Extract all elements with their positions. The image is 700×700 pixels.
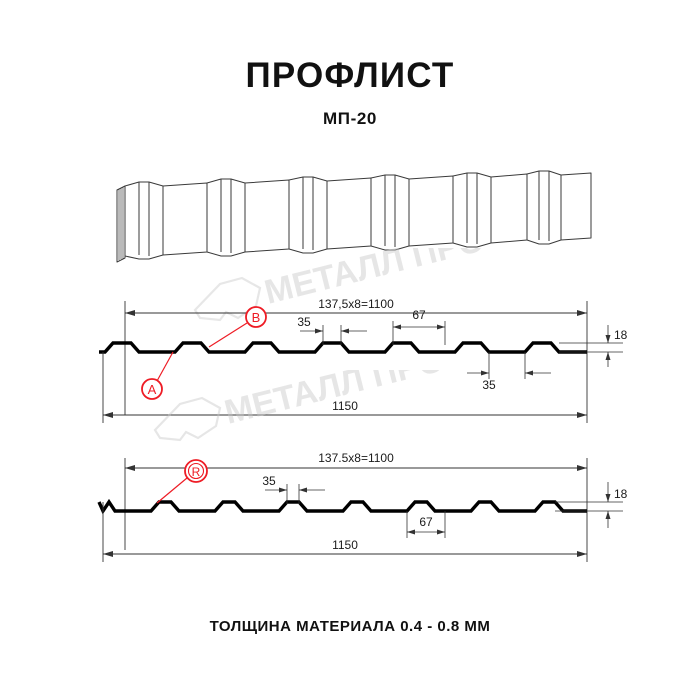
title-block: ПРОФЛИСТ МП-20 (0, 56, 700, 129)
profile-outline-upper (99, 341, 587, 354)
dimension-bottom-1150 (102, 352, 588, 423)
cross-section-lower: 137.5x8=1100 R 35 67 (97, 451, 628, 562)
dimension-pitch-67 (392, 321, 446, 345)
marker-b-label: B (252, 310, 261, 325)
height-label: 18 (614, 328, 628, 342)
isometric-profile-view (116, 170, 592, 263)
dimension-top-1100 (124, 301, 588, 415)
marker-b: B (208, 306, 267, 348)
marker-a-label: A (148, 382, 157, 397)
rib-top-width-label-r: 35 (262, 474, 276, 488)
cross-section-upper: 137,5x8=1100 A B 35 (99, 297, 628, 423)
dimension-height-18 (559, 325, 623, 367)
marker-a: A (141, 351, 174, 400)
dimension-bottom-1150-r (102, 502, 588, 562)
profile-outline-lower (97, 498, 587, 515)
height-label-r: 18 (614, 487, 628, 501)
pitch-width-label: 67 (412, 308, 426, 322)
dimension-rib-top-35 (300, 325, 367, 345)
page-title: ПРОФЛИСТ (245, 56, 455, 95)
material-thickness-note: ТОЛЩИНА МАТЕРИАЛА 0.4 - 0.8 ММ (209, 618, 491, 635)
marker-r: R (156, 459, 208, 504)
valley-width-label: 35 (482, 378, 496, 392)
bottom-dimension-label-r: 1150 (332, 538, 358, 552)
top-dimension-label-r: 137.5x8=1100 (318, 451, 394, 465)
model-designation: МП-20 (323, 108, 377, 128)
marker-r-label: R (192, 465, 201, 479)
footer-block: ТОЛЩИНА МАТЕРИАЛА 0.4 - 0.8 ММ (0, 618, 700, 635)
bottom-dimension-label: 1150 (332, 399, 358, 413)
base-width-label-r: 67 (419, 515, 433, 529)
dimension-height-18-r (555, 482, 623, 528)
dimension-valley-35 (467, 352, 551, 379)
rib-top-width-label: 35 (297, 315, 311, 329)
top-dimension-label: 137,5x8=1100 (318, 297, 394, 311)
dimension-rib-top-35-r (265, 484, 325, 504)
corrugation-ribs (124, 170, 592, 260)
dimension-base-67-r (406, 511, 446, 538)
